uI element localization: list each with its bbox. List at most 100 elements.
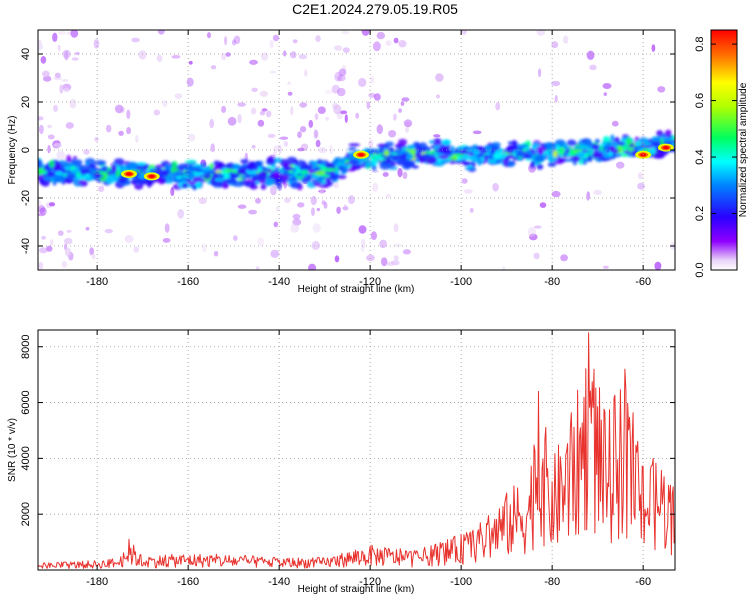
spectrogram-noise-cell <box>38 205 46 213</box>
spectrogram-ridge-cell <box>94 160 107 166</box>
spectrogram-ridge-cell <box>651 136 661 142</box>
spectrogram-ridge-cell <box>406 144 416 150</box>
spectrogram-noise-cell <box>69 98 77 109</box>
spectrogram-ridge-cell <box>54 175 66 183</box>
spectrogram-noise-cell <box>385 40 392 47</box>
spectrogram-noise-cell <box>358 225 367 234</box>
spectrogram-ridge-cell <box>370 148 378 153</box>
spectrogram-xtick-label: -80 <box>544 276 560 288</box>
spectrogram-noise-cell <box>325 117 330 121</box>
spectrogram-ridge-cell <box>339 157 346 165</box>
spectrogram-ridge-cell <box>334 157 341 164</box>
spectrogram-ridge-cell <box>464 167 476 171</box>
colorbar <box>710 29 738 271</box>
spectrogram-noise-cell <box>124 235 134 243</box>
spectrogram-ridge-cell <box>219 174 225 179</box>
spectrogram-noise-cell <box>370 76 375 84</box>
spectrogram-noise-cell <box>554 95 558 103</box>
spectrogram-noise-cell <box>393 113 397 121</box>
snr-xtick-label: -160 <box>177 576 199 588</box>
spectrogram-noise-cell <box>402 171 408 180</box>
colorbar-ticks: 0.0 0.2 0.4 0.6 0.8 <box>694 36 737 278</box>
spectrogram-noise-cell <box>48 202 56 207</box>
spectrogram-noise-cell <box>250 107 257 115</box>
spectrogram-ytick-label: 0 <box>20 147 32 153</box>
spectrogram-noise-cell <box>536 30 546 36</box>
spectrogram-noise-cell <box>57 44 61 52</box>
spectrogram-noise-cell <box>40 56 47 64</box>
spectrogram-noise-cell <box>224 36 228 46</box>
spectrogram-ridge-cell <box>313 182 322 187</box>
spectrogram-noise-cell <box>404 122 411 128</box>
spectrogram-ridge-cell <box>111 164 117 173</box>
spectrogram-ridge-cell <box>576 151 586 159</box>
spectrogram-noise-cell <box>337 87 346 97</box>
colorbar-tick-label: 0.2 <box>694 206 706 221</box>
spectrogram-noise-cell <box>311 241 320 250</box>
spectrogram-ridge-cell <box>214 177 225 182</box>
spectrogram-ridge-cell <box>530 160 536 169</box>
spectrogram-noise-cell <box>251 144 256 149</box>
spectrogram-noise-cell <box>66 31 72 35</box>
spectrogram-ridge-cell <box>536 146 545 154</box>
spectrogram-noise-cell <box>65 122 74 129</box>
spectrogram-noise-cell <box>651 44 656 52</box>
spectrogram-hotspot <box>148 174 155 178</box>
spectrogram-noise-cell <box>118 130 124 136</box>
spectrogram-ridge-cell <box>317 159 323 165</box>
spectrogram-noise-cell <box>602 265 609 269</box>
spectrogram-ridge-cell <box>217 161 225 169</box>
snr-xtick-label: -120 <box>359 576 381 588</box>
spectrogram-noise-cell <box>279 136 289 140</box>
snr-xtick-label: -100 <box>450 576 472 588</box>
spectrogram-noise-cell <box>297 147 305 152</box>
spectrogram-noise-cell <box>126 109 131 120</box>
spectrogram-noise-cell <box>338 68 347 77</box>
spectrogram-ridge-cell <box>610 134 615 142</box>
spectrogram-ridge-cell <box>555 144 560 150</box>
spectrogram-noise-cell <box>85 227 90 231</box>
spectrogram-noise-cell <box>469 207 474 213</box>
spectrogram-noise-cell <box>398 108 402 113</box>
spectrogram-ridge-cell <box>263 178 275 185</box>
spectrogram-noise-cell <box>135 134 139 143</box>
spectrogram-noise-cell <box>53 143 63 148</box>
spectrogram-noise-cell <box>59 84 64 94</box>
spectrogram-ridge-cell <box>379 147 385 154</box>
spectrogram-noise-cell <box>529 233 538 241</box>
spectrogram-ridge-cell <box>437 146 450 151</box>
spectrogram-ridge-cell <box>209 162 214 170</box>
spectrogram-noise-cell <box>400 101 405 107</box>
spectrogram-ridge-cell <box>377 156 385 161</box>
spectrogram-noise-cell <box>188 133 196 142</box>
spectrogram-noise-cell <box>39 247 48 254</box>
spectrogram-noise-cell <box>275 206 280 212</box>
spectrogram-noise-cell <box>311 207 315 216</box>
spectrogram-noise-cell <box>589 64 597 71</box>
spectrogram-noise-cell <box>388 130 397 138</box>
spectrogram-noise-cell <box>292 39 298 44</box>
spectrogram-ridge-cell <box>240 159 250 164</box>
spectrogram-hotspot <box>126 172 132 176</box>
spectrogram-noise-cell <box>38 42 44 51</box>
spectrogram-ridge-cell <box>642 141 653 146</box>
spectrogram-ridge-cell <box>164 175 172 180</box>
colorbar-tick-label: 0.4 <box>694 149 706 164</box>
spectrogram-noise-cell <box>210 143 215 153</box>
spectrogram-noise-cell <box>233 235 238 241</box>
spectrogram-noise-cell <box>372 182 379 192</box>
spectrogram-ridge-cell <box>587 154 593 162</box>
spectrogram-ridge-cell <box>260 183 267 190</box>
spectrogram-noise-cell <box>202 243 207 253</box>
spectrogram-ridge-cell <box>507 148 513 154</box>
spectrogram-noise-cell <box>308 263 317 270</box>
snr-ylabel: SNR (10 * v/v) <box>7 418 18 482</box>
spectrogram-ridge-cell <box>350 159 359 165</box>
snr-ytick-label: 4000 <box>20 446 32 470</box>
spectrogram-noise-cell <box>47 145 51 154</box>
spectrogram-ridge-cell <box>73 156 77 160</box>
spectrogram-ridge-cell <box>41 170 48 175</box>
spectrogram-ridge-cell <box>201 162 206 166</box>
spectrogram-xtick-label: -100 <box>450 276 472 288</box>
spectrogram-noise-cell <box>57 230 64 236</box>
